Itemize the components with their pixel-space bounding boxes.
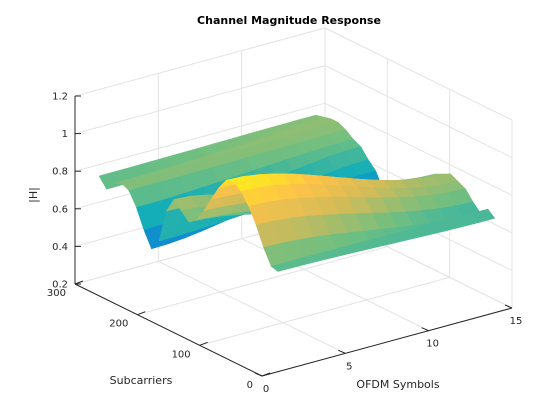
y-tick-mark [74, 280, 84, 285]
grid-line [137, 246, 388, 316]
x-tick-label: 15 [510, 316, 523, 327]
x-tick-mark [254, 372, 263, 377]
grid-line [74, 27, 326, 97]
labels-layer: 0.2 0.4 0.6 0.8 1 1.2 0 100 200 300 0 5 10 15 [47, 92, 522, 396]
x-tick-label: 10 [426, 339, 439, 350]
grid-line [199, 276, 450, 346]
y-tick-label: 200 [109, 319, 128, 330]
z-tick-label: 0.4 [52, 242, 68, 253]
z-tick-label: 1.2 [52, 92, 68, 103]
x-tick-mark [338, 349, 346, 354]
grid-line [324, 27, 513, 121]
z-tick-label: 0.2 [52, 280, 68, 291]
axes-layer [74, 95, 513, 377]
z-tick-label: 0.8 [52, 167, 68, 178]
grid-line [324, 102, 513, 196]
z-tick-label: 1 [62, 129, 68, 140]
y-tick-mark [199, 341, 208, 346]
y-tick-mark [137, 311, 146, 316]
z-axis-title: |H| [27, 187, 40, 203]
surface-patch [470, 208, 496, 223]
x-axis-title: OFDM Symbols [356, 378, 439, 391]
grid-line [324, 65, 513, 159]
z-tick-label: 0.6 [52, 204, 68, 215]
y-tick-mark [261, 372, 271, 377]
grid-line [158, 260, 346, 354]
x-tick-mark [504, 304, 513, 309]
y-tick-label: 100 [172, 349, 191, 360]
surface-layer [98, 114, 496, 272]
grid-line [74, 102, 326, 172]
y-axis-line [74, 283, 263, 377]
y-tick-label: 0 [247, 380, 253, 391]
chart-title: Channel Magnitude Response [197, 14, 381, 27]
y-tick-label: 300 [47, 288, 66, 299]
x-tick-label: 0 [263, 384, 269, 395]
x-axis-line [261, 307, 513, 377]
grid-line [74, 65, 326, 135]
y-axis-title: Subcarriers [110, 374, 173, 387]
x-tick-label: 5 [346, 361, 352, 372]
x-tick-mark [421, 327, 429, 332]
